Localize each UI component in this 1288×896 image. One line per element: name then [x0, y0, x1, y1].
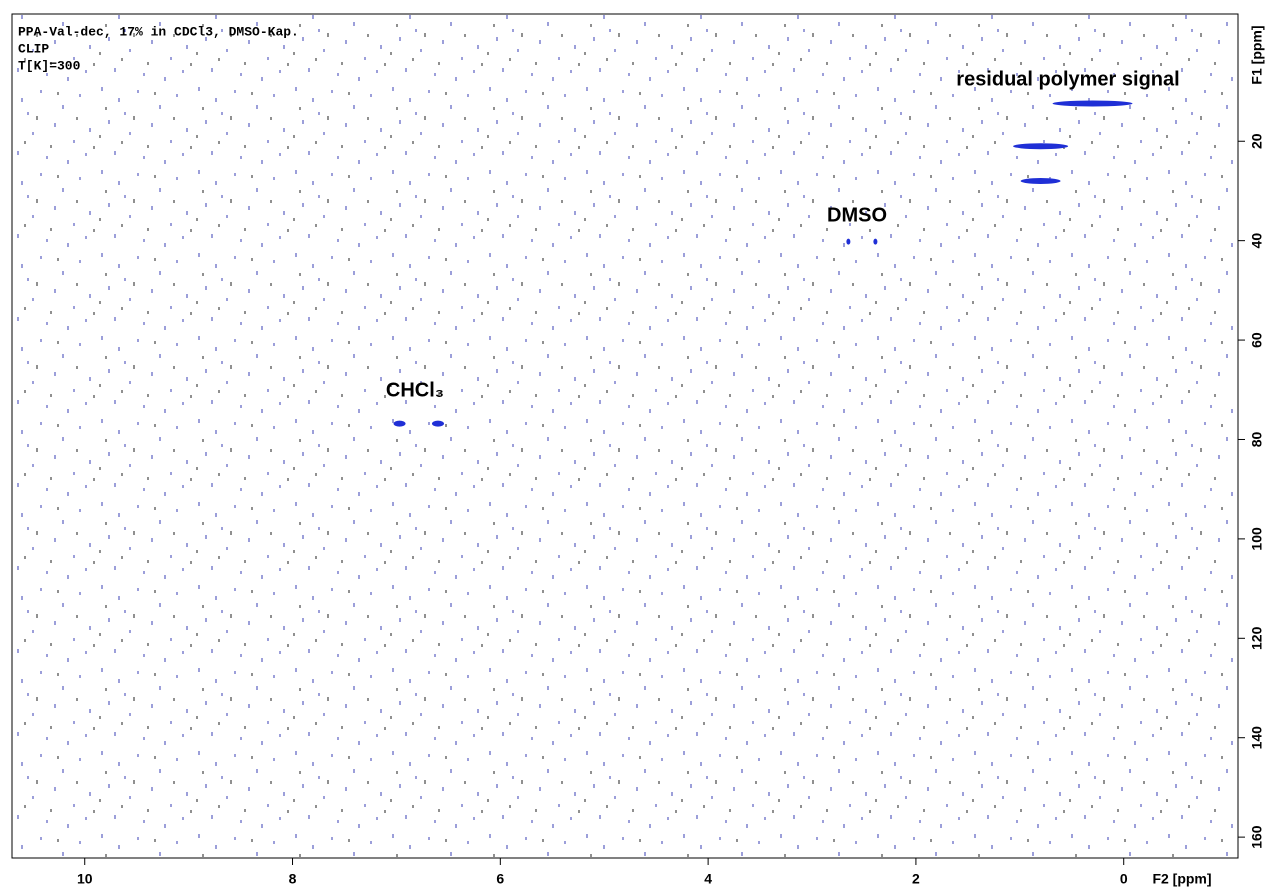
peak [873, 238, 878, 245]
noise-background [12, 14, 1238, 858]
y-tick-label: 40 [1249, 233, 1265, 249]
x-tick-label: 8 [289, 871, 297, 887]
x-tick-label: 10 [77, 871, 93, 887]
x-tick-label: 0 [1120, 871, 1128, 887]
x-tick-label: 4 [704, 871, 712, 887]
x-tick-label: 6 [496, 871, 504, 887]
x-axis-label: F2 [ppm] [1152, 871, 1211, 887]
header-line: PPA-Val-dec, 17% in CDCl3, DMSO-Kap. [18, 24, 299, 39]
peak [1013, 143, 1069, 150]
plot-frame [11, 13, 1239, 859]
y-tick-label: 80 [1249, 431, 1265, 447]
peak [846, 238, 851, 245]
peak [393, 420, 406, 427]
annotation: residual polymer signal [956, 68, 1179, 90]
peak [431, 420, 444, 427]
y-tick-label: 120 [1249, 626, 1265, 650]
peak [1020, 178, 1061, 185]
y-tick-label: 140 [1249, 726, 1265, 750]
header-line: T[K]=300 [18, 58, 81, 73]
annotation: DMSO [827, 204, 887, 226]
x-tick-label: 2 [912, 871, 920, 887]
y-tick-label: 160 [1249, 825, 1265, 849]
peak [1052, 100, 1133, 107]
header-line: CLIP [18, 41, 49, 56]
y-tick-label: 60 [1249, 332, 1265, 348]
y-axis-label: F1 [ppm] [1249, 25, 1265, 84]
y-tick-label: 100 [1249, 527, 1265, 551]
y-tick-label: 20 [1249, 133, 1265, 149]
annotation: CHCl₃ [386, 379, 444, 401]
